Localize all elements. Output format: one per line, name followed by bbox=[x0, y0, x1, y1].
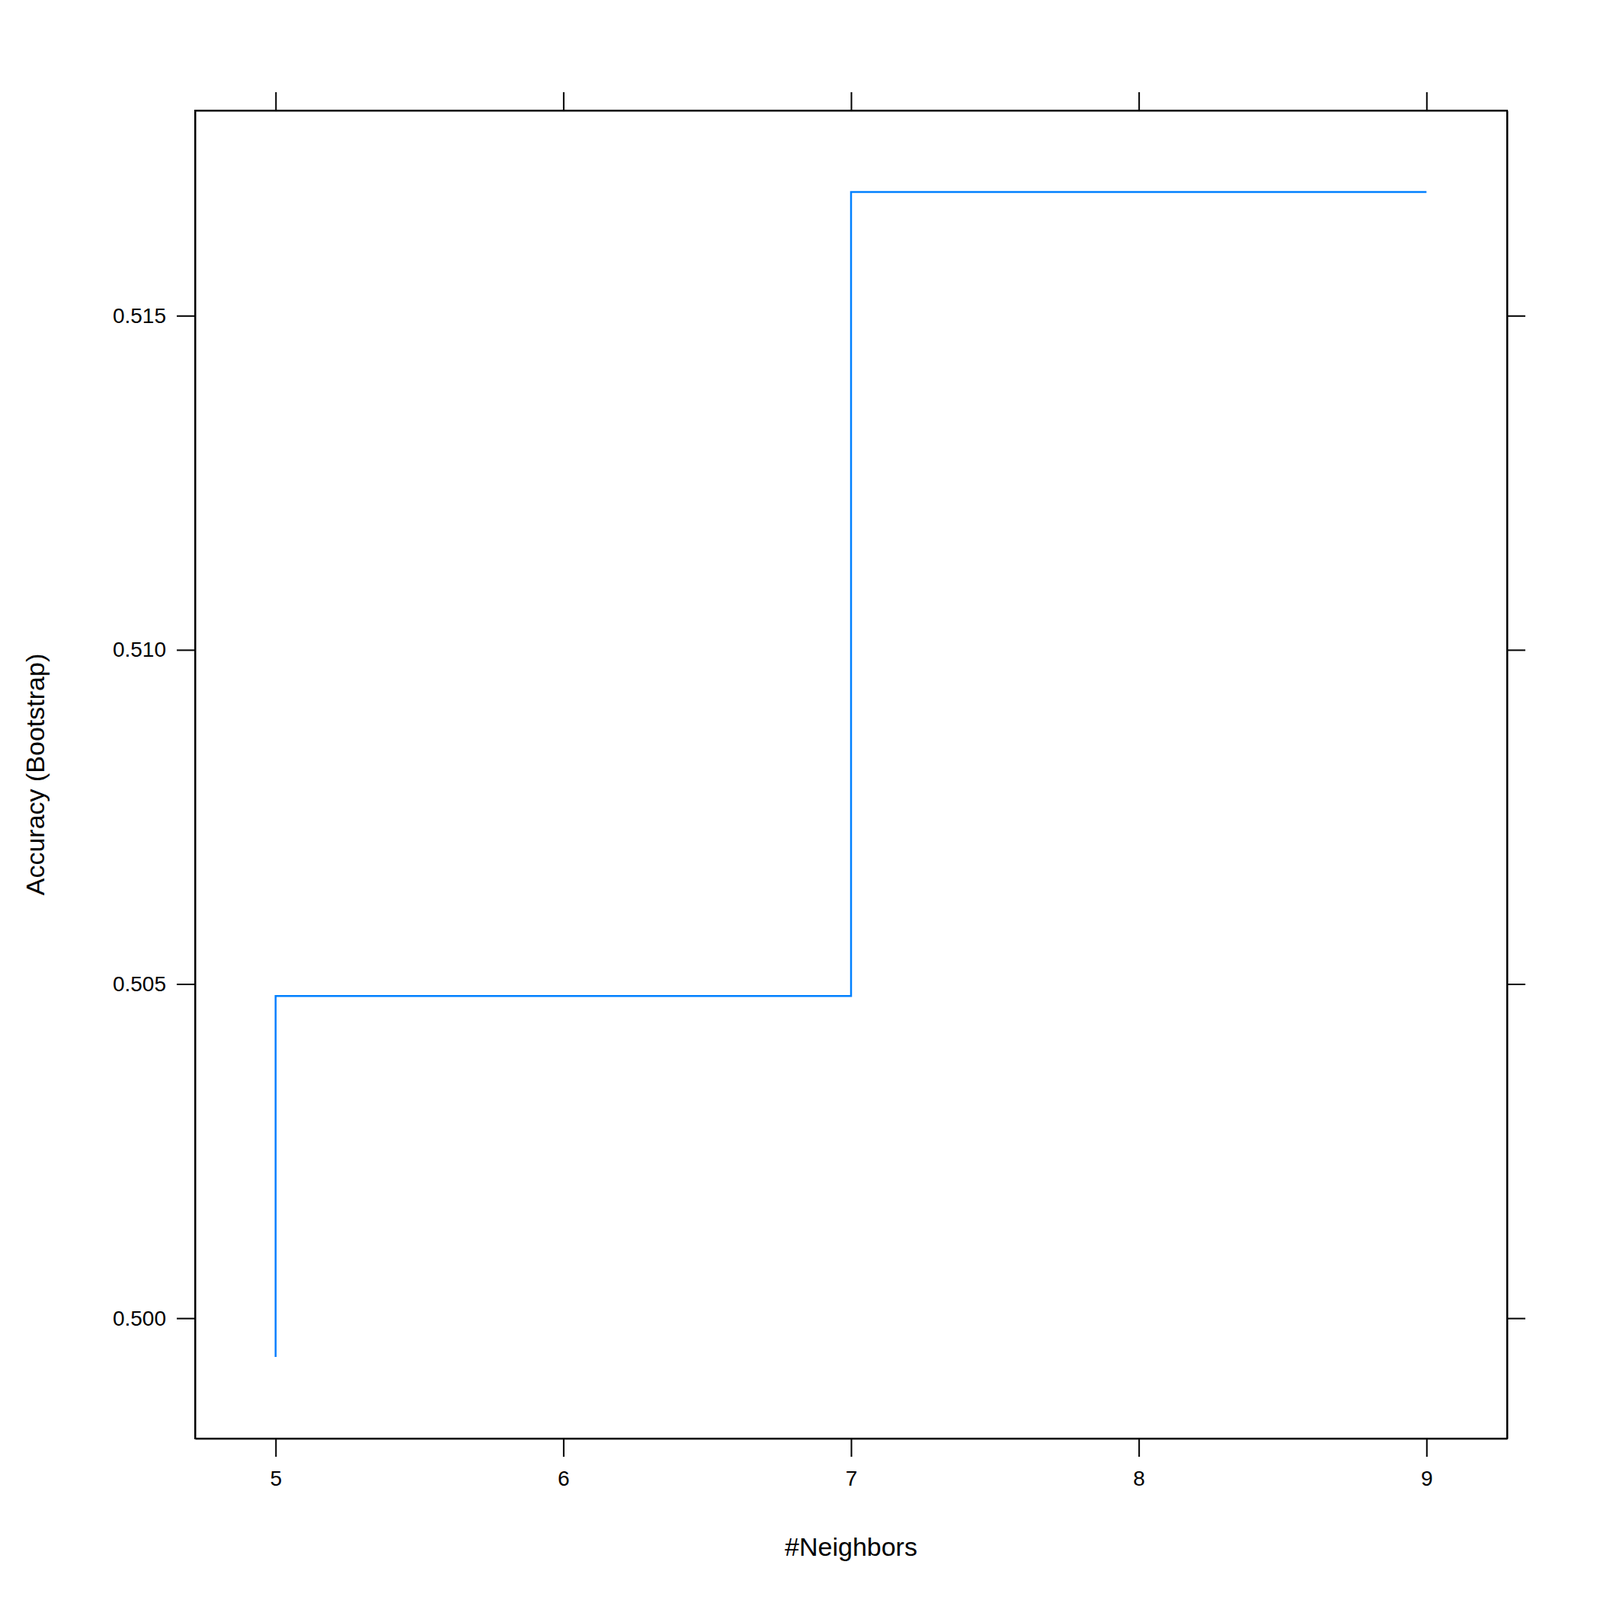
tick-label: 7 bbox=[845, 1466, 858, 1491]
x-axis-title: #Neighbors bbox=[784, 1532, 918, 1562]
tick bbox=[1507, 1318, 1526, 1319]
tick bbox=[1139, 92, 1140, 111]
tick-label: 9 bbox=[1420, 1466, 1434, 1491]
chart: 5 6 7 8 9 0.500 0.505 0.510 0.515 #Neighbors Accur… bbox=[0, 0, 1600, 1600]
tick: 0.505 bbox=[112, 972, 196, 996]
tick-mark bbox=[176, 1318, 196, 1320]
tick-mark bbox=[176, 649, 196, 651]
tick-mark bbox=[1507, 315, 1526, 317]
tick-mark bbox=[1507, 1318, 1526, 1320]
tick: 9 bbox=[1420, 1438, 1434, 1491]
tick-label: 8 bbox=[1132, 1466, 1146, 1491]
tick: 6 bbox=[557, 1438, 570, 1491]
tick-mark bbox=[176, 315, 196, 317]
tick-mark bbox=[1426, 92, 1428, 111]
marks bbox=[275, 192, 1428, 1357]
tick-mark bbox=[1138, 1438, 1140, 1457]
tick-mark bbox=[851, 92, 853, 111]
tick-label: 0.500 bbox=[112, 1306, 167, 1331]
tick-mark bbox=[1138, 92, 1140, 111]
tick-mark bbox=[1426, 1438, 1428, 1457]
tick bbox=[1507, 984, 1526, 986]
tick-mark bbox=[563, 92, 565, 111]
axis-line bbox=[195, 111, 197, 1440]
tick-mark bbox=[275, 1438, 277, 1457]
tick-mark bbox=[176, 983, 196, 986]
tick-label: 5 bbox=[269, 1466, 282, 1491]
step-line bbox=[275, 192, 1428, 1357]
tick-label: 6 bbox=[557, 1466, 570, 1491]
tick bbox=[851, 92, 852, 111]
tick: 7 bbox=[845, 1438, 858, 1491]
tick bbox=[563, 92, 564, 111]
tick-mark bbox=[563, 1438, 565, 1457]
tick-label: 0.510 bbox=[112, 637, 167, 662]
tick: 0.500 bbox=[112, 1306, 196, 1331]
tick-mark bbox=[275, 92, 277, 111]
y-axis-title: Accuracy (Bootstrap) bbox=[20, 653, 50, 896]
tick-label: 0.505 bbox=[112, 972, 167, 996]
tick: 0.510 bbox=[112, 637, 196, 662]
tick-mark bbox=[851, 1438, 853, 1457]
axis: 5 6 7 8 9 bbox=[195, 1438, 1508, 1491]
axis-line bbox=[1507, 111, 1509, 1440]
tick bbox=[275, 92, 277, 111]
axis bbox=[1507, 111, 1526, 1440]
tick: 0.515 bbox=[112, 304, 196, 328]
plot: 5 6 7 8 9 0.500 0.505 0.510 0.515 bbox=[112, 92, 1526, 1491]
tick bbox=[1507, 315, 1526, 317]
tick bbox=[1507, 649, 1526, 651]
plot-frame bbox=[195, 110, 1508, 1439]
tick: 5 bbox=[269, 1438, 282, 1491]
tick: 8 bbox=[1132, 1438, 1146, 1491]
tick-mark bbox=[1507, 649, 1526, 651]
tick-mark bbox=[1507, 983, 1526, 986]
tick bbox=[1426, 92, 1428, 111]
axis bbox=[195, 92, 1508, 112]
tick-label: 0.515 bbox=[112, 304, 167, 328]
axis: 0.500 0.505 0.510 0.515 bbox=[112, 111, 196, 1440]
